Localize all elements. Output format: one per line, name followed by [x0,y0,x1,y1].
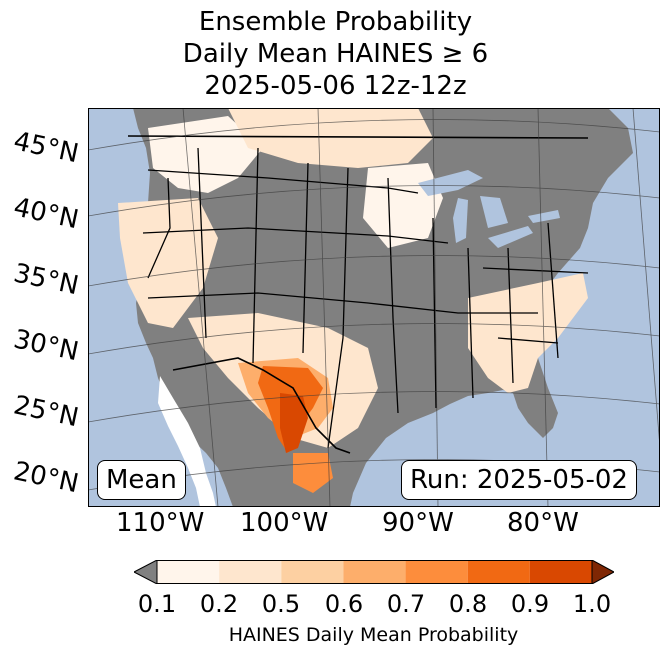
lat-label-25: 25°N [10,390,82,434]
lon-label-100: 100°W [240,508,329,538]
lon-label-80: 80°W [507,508,579,538]
colorbar [134,560,614,584]
colorbar-tick-7: 1.0 [572,590,612,618]
colorbar-bin-6 [529,560,592,584]
lat-label-20: 20°N [10,456,82,500]
colorbar-label: HAINES Daily Mean Probability [228,624,519,646]
title-line-3: 2025-05-06 12z-12z [204,71,467,101]
lat-label-35: 35°N [10,258,82,302]
colorbar-tick-5: 0.8 [448,590,488,618]
colorbar-tick-1: 0.2 [199,590,239,618]
state-borders [142,147,589,449]
country-borders [127,135,589,454]
lake-huron [480,196,508,228]
lat-label-40: 40°N [10,192,82,236]
southeast-low [468,273,588,393]
colorbar-bin-1 [219,560,282,584]
probability-map [88,108,660,507]
colorbar-bin-5 [467,560,530,584]
lake-ontario [528,210,560,223]
colorbar-tick-0: 0.1 [137,590,177,618]
colorbar-tick-4: 0.7 [386,590,426,618]
lon-label-90: 90°W [382,508,454,538]
title-line-1: Ensemble Probability [198,7,473,37]
northern-plains-low [228,108,433,168]
map-frame [88,108,660,507]
pacific-northwest-low [148,116,263,193]
texas-very-high [280,393,308,453]
colorbar-tick-2: 0.5 [261,590,301,618]
colorbar-frame [156,560,593,584]
colorbar-under-arrow [134,560,158,584]
lake-erie [488,226,533,248]
colorbar-bin-0 [157,560,220,584]
chart-title: Ensemble Probability Daily Mean HAINES ≥… [0,6,671,102]
colorbar-bin-3 [343,560,406,584]
run-date-box: Run: 2025-05-02 [401,460,637,500]
lat-label-45: 45°N [10,126,82,170]
colorbar-tick-3: 0.6 [324,590,364,618]
lon-label-110: 110°W [116,508,205,538]
stat-label-box: Mean [97,460,186,500]
lat-label-30: 30°N [10,324,82,368]
colorbar-bin-4 [405,560,468,584]
colorbar-over-arrow [591,560,614,584]
title-line-2: Daily Mean HAINES ≥ 6 [182,39,489,69]
lake-michigan [453,198,468,243]
colorbar-tick-6: 0.9 [510,590,550,618]
colorbar-bin-2 [281,560,344,584]
